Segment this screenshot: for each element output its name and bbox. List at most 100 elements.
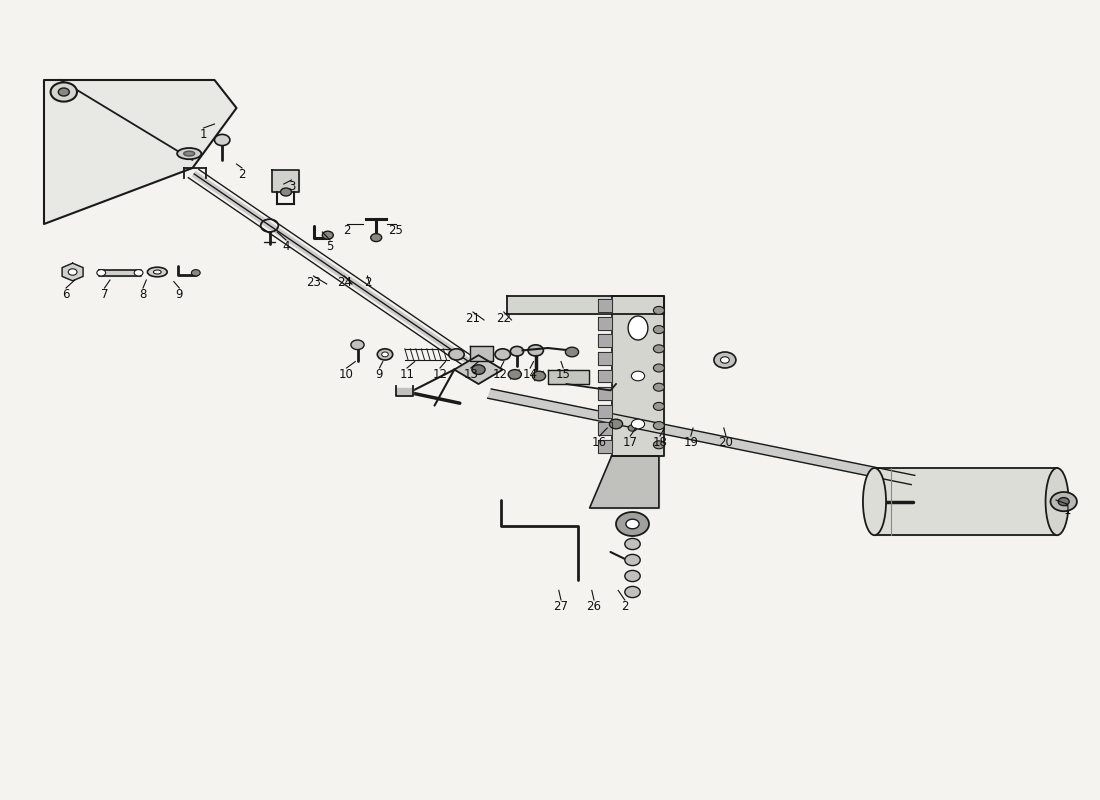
Circle shape [653,402,664,410]
Circle shape [322,231,333,239]
Circle shape [720,357,729,363]
Circle shape [382,352,388,357]
Polygon shape [598,422,612,435]
Ellipse shape [153,270,161,274]
Circle shape [626,519,639,529]
Polygon shape [598,405,612,418]
Circle shape [280,188,292,196]
Ellipse shape [628,316,648,340]
Circle shape [653,383,664,391]
Text: 15: 15 [556,368,571,381]
Polygon shape [62,263,84,281]
Circle shape [214,134,230,146]
Circle shape [609,419,623,429]
Circle shape [714,352,736,368]
Text: 24: 24 [337,276,352,289]
Ellipse shape [147,267,167,277]
Circle shape [528,345,543,356]
Text: 3: 3 [288,180,295,193]
Circle shape [449,349,464,360]
Text: 27: 27 [553,600,569,613]
Circle shape [628,425,637,431]
Circle shape [508,370,521,379]
Circle shape [472,365,485,374]
Text: 17: 17 [623,436,638,449]
Text: 8: 8 [140,288,146,301]
Polygon shape [548,370,588,384]
Circle shape [616,512,649,536]
Circle shape [1058,498,1069,506]
Circle shape [377,349,393,360]
Text: 22: 22 [496,312,512,325]
Circle shape [58,88,69,96]
Text: 1: 1 [1064,504,1070,517]
Circle shape [51,82,77,102]
Circle shape [625,586,640,598]
Ellipse shape [1045,468,1068,535]
Text: 16: 16 [592,436,607,449]
Circle shape [653,422,664,430]
Circle shape [134,270,143,276]
Text: 2: 2 [364,276,371,289]
Circle shape [653,441,664,449]
Circle shape [351,340,364,350]
Text: 10: 10 [339,368,354,381]
Circle shape [653,364,664,372]
Polygon shape [44,80,236,224]
Circle shape [510,346,524,356]
Text: 5: 5 [327,240,333,253]
Circle shape [625,538,640,550]
Polygon shape [598,370,612,382]
Circle shape [625,570,640,582]
Circle shape [495,349,510,360]
Circle shape [97,270,106,276]
Polygon shape [470,346,493,361]
Circle shape [191,270,200,276]
Polygon shape [598,334,612,347]
Text: 2: 2 [343,224,350,237]
Circle shape [68,269,77,275]
Polygon shape [487,389,915,485]
Text: 12: 12 [432,368,448,381]
Circle shape [565,347,579,357]
Text: 14: 14 [522,368,538,381]
Polygon shape [396,388,412,394]
Circle shape [625,554,640,566]
Circle shape [1050,492,1077,511]
Ellipse shape [631,371,645,381]
Text: 12: 12 [493,368,508,381]
Polygon shape [598,440,612,453]
Text: 20: 20 [718,436,734,449]
Text: 1: 1 [200,128,207,141]
Text: 21: 21 [465,312,481,325]
Text: 13: 13 [463,368,478,381]
Polygon shape [874,468,1057,535]
Polygon shape [598,299,612,312]
Polygon shape [598,317,612,330]
Circle shape [653,306,664,314]
Polygon shape [507,296,664,314]
Circle shape [532,371,546,381]
Text: 19: 19 [683,436,698,449]
Polygon shape [598,352,612,365]
Polygon shape [454,355,503,384]
Text: 23: 23 [306,276,321,289]
Ellipse shape [184,151,195,156]
Polygon shape [272,170,299,192]
Text: 6: 6 [63,288,69,301]
Text: 25: 25 [388,224,404,237]
Text: 11: 11 [399,368,415,381]
Text: 7: 7 [101,288,108,301]
Text: 9: 9 [176,288,183,301]
Polygon shape [598,387,612,400]
Polygon shape [612,296,664,456]
Polygon shape [99,270,141,276]
Polygon shape [590,456,659,508]
Text: 9: 9 [376,368,383,381]
Text: 26: 26 [586,600,602,613]
Text: 2: 2 [239,168,245,181]
Circle shape [653,345,664,353]
Ellipse shape [177,148,201,159]
Ellipse shape [631,419,645,429]
Text: 4: 4 [283,240,289,253]
